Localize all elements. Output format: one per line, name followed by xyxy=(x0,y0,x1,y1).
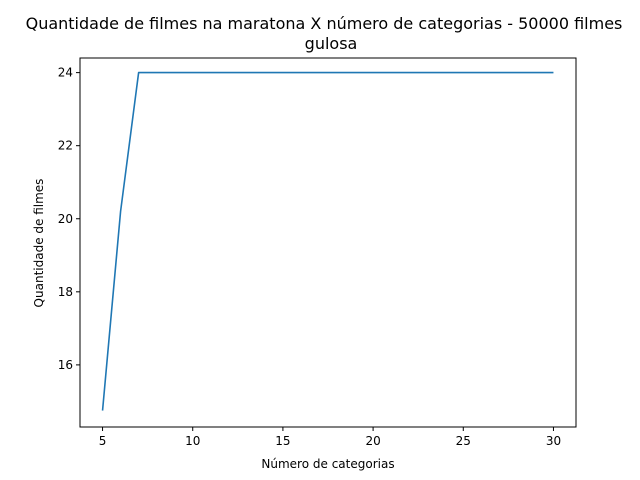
series-line-0 xyxy=(101,71,554,411)
plot-area xyxy=(101,71,554,411)
x-tick-label-10: 10 xyxy=(185,434,200,448)
x-tick-label-30: 30 xyxy=(546,434,561,448)
chart-subtitle: gulosa xyxy=(305,34,358,53)
x-axis-label: Número de categorias xyxy=(261,457,394,471)
y-tick-label-22: 22 xyxy=(58,139,73,153)
y-axis-label: Quantidade de filmes xyxy=(32,179,46,308)
chart-title: Quantidade de filmes na maratona X númer… xyxy=(26,14,623,33)
x-tick-label-20: 20 xyxy=(365,434,380,448)
x-tick-label-25: 25 xyxy=(456,434,471,448)
x-tick-label-5: 5 xyxy=(99,434,107,448)
x-axis: 5 10 15 20 25 30 xyxy=(99,427,561,448)
x-tick-label-15: 15 xyxy=(275,434,290,448)
y-tick-label-24: 24 xyxy=(58,66,73,80)
y-tick-label-16: 16 xyxy=(58,358,73,372)
y-tick-label-18: 18 xyxy=(58,285,73,299)
y-axis: 16 18 20 22 24 xyxy=(58,66,80,372)
plot-frame xyxy=(79,57,577,428)
y-tick-label-20: 20 xyxy=(58,212,73,226)
